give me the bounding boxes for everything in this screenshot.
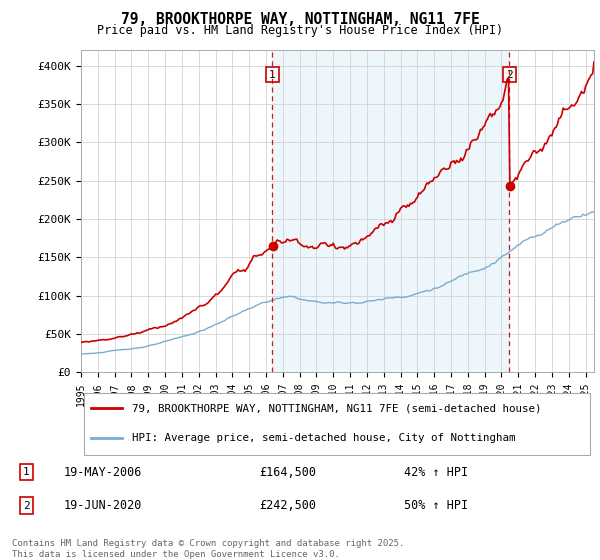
Bar — [272, 50, 509, 372]
Text: Price paid vs. HM Land Registry's House Price Index (HPI): Price paid vs. HM Land Registry's House … — [97, 24, 503, 36]
Text: 19-JUN-2020: 19-JUN-2020 — [64, 499, 142, 512]
Text: Contains HM Land Registry data © Crown copyright and database right 2025.
This d: Contains HM Land Registry data © Crown c… — [12, 539, 404, 559]
FancyBboxPatch shape — [83, 393, 590, 455]
Text: HPI: Average price, semi-detached house, City of Nottingham: HPI: Average price, semi-detached house,… — [133, 433, 516, 444]
Text: £164,500: £164,500 — [260, 465, 317, 479]
Text: 1: 1 — [269, 69, 276, 80]
Text: 79, BROOKTHORPE WAY, NOTTINGHAM, NG11 7FE: 79, BROOKTHORPE WAY, NOTTINGHAM, NG11 7F… — [121, 12, 479, 27]
Text: £242,500: £242,500 — [260, 499, 317, 512]
Text: 79, BROOKTHORPE WAY, NOTTINGHAM, NG11 7FE (semi-detached house): 79, BROOKTHORPE WAY, NOTTINGHAM, NG11 7F… — [133, 403, 542, 413]
Text: 42% ↑ HPI: 42% ↑ HPI — [404, 465, 468, 479]
Text: 50% ↑ HPI: 50% ↑ HPI — [404, 499, 468, 512]
Text: 19-MAY-2006: 19-MAY-2006 — [64, 465, 142, 479]
Text: 1: 1 — [23, 467, 30, 477]
Text: 2: 2 — [506, 69, 513, 80]
Text: 2: 2 — [23, 501, 30, 511]
